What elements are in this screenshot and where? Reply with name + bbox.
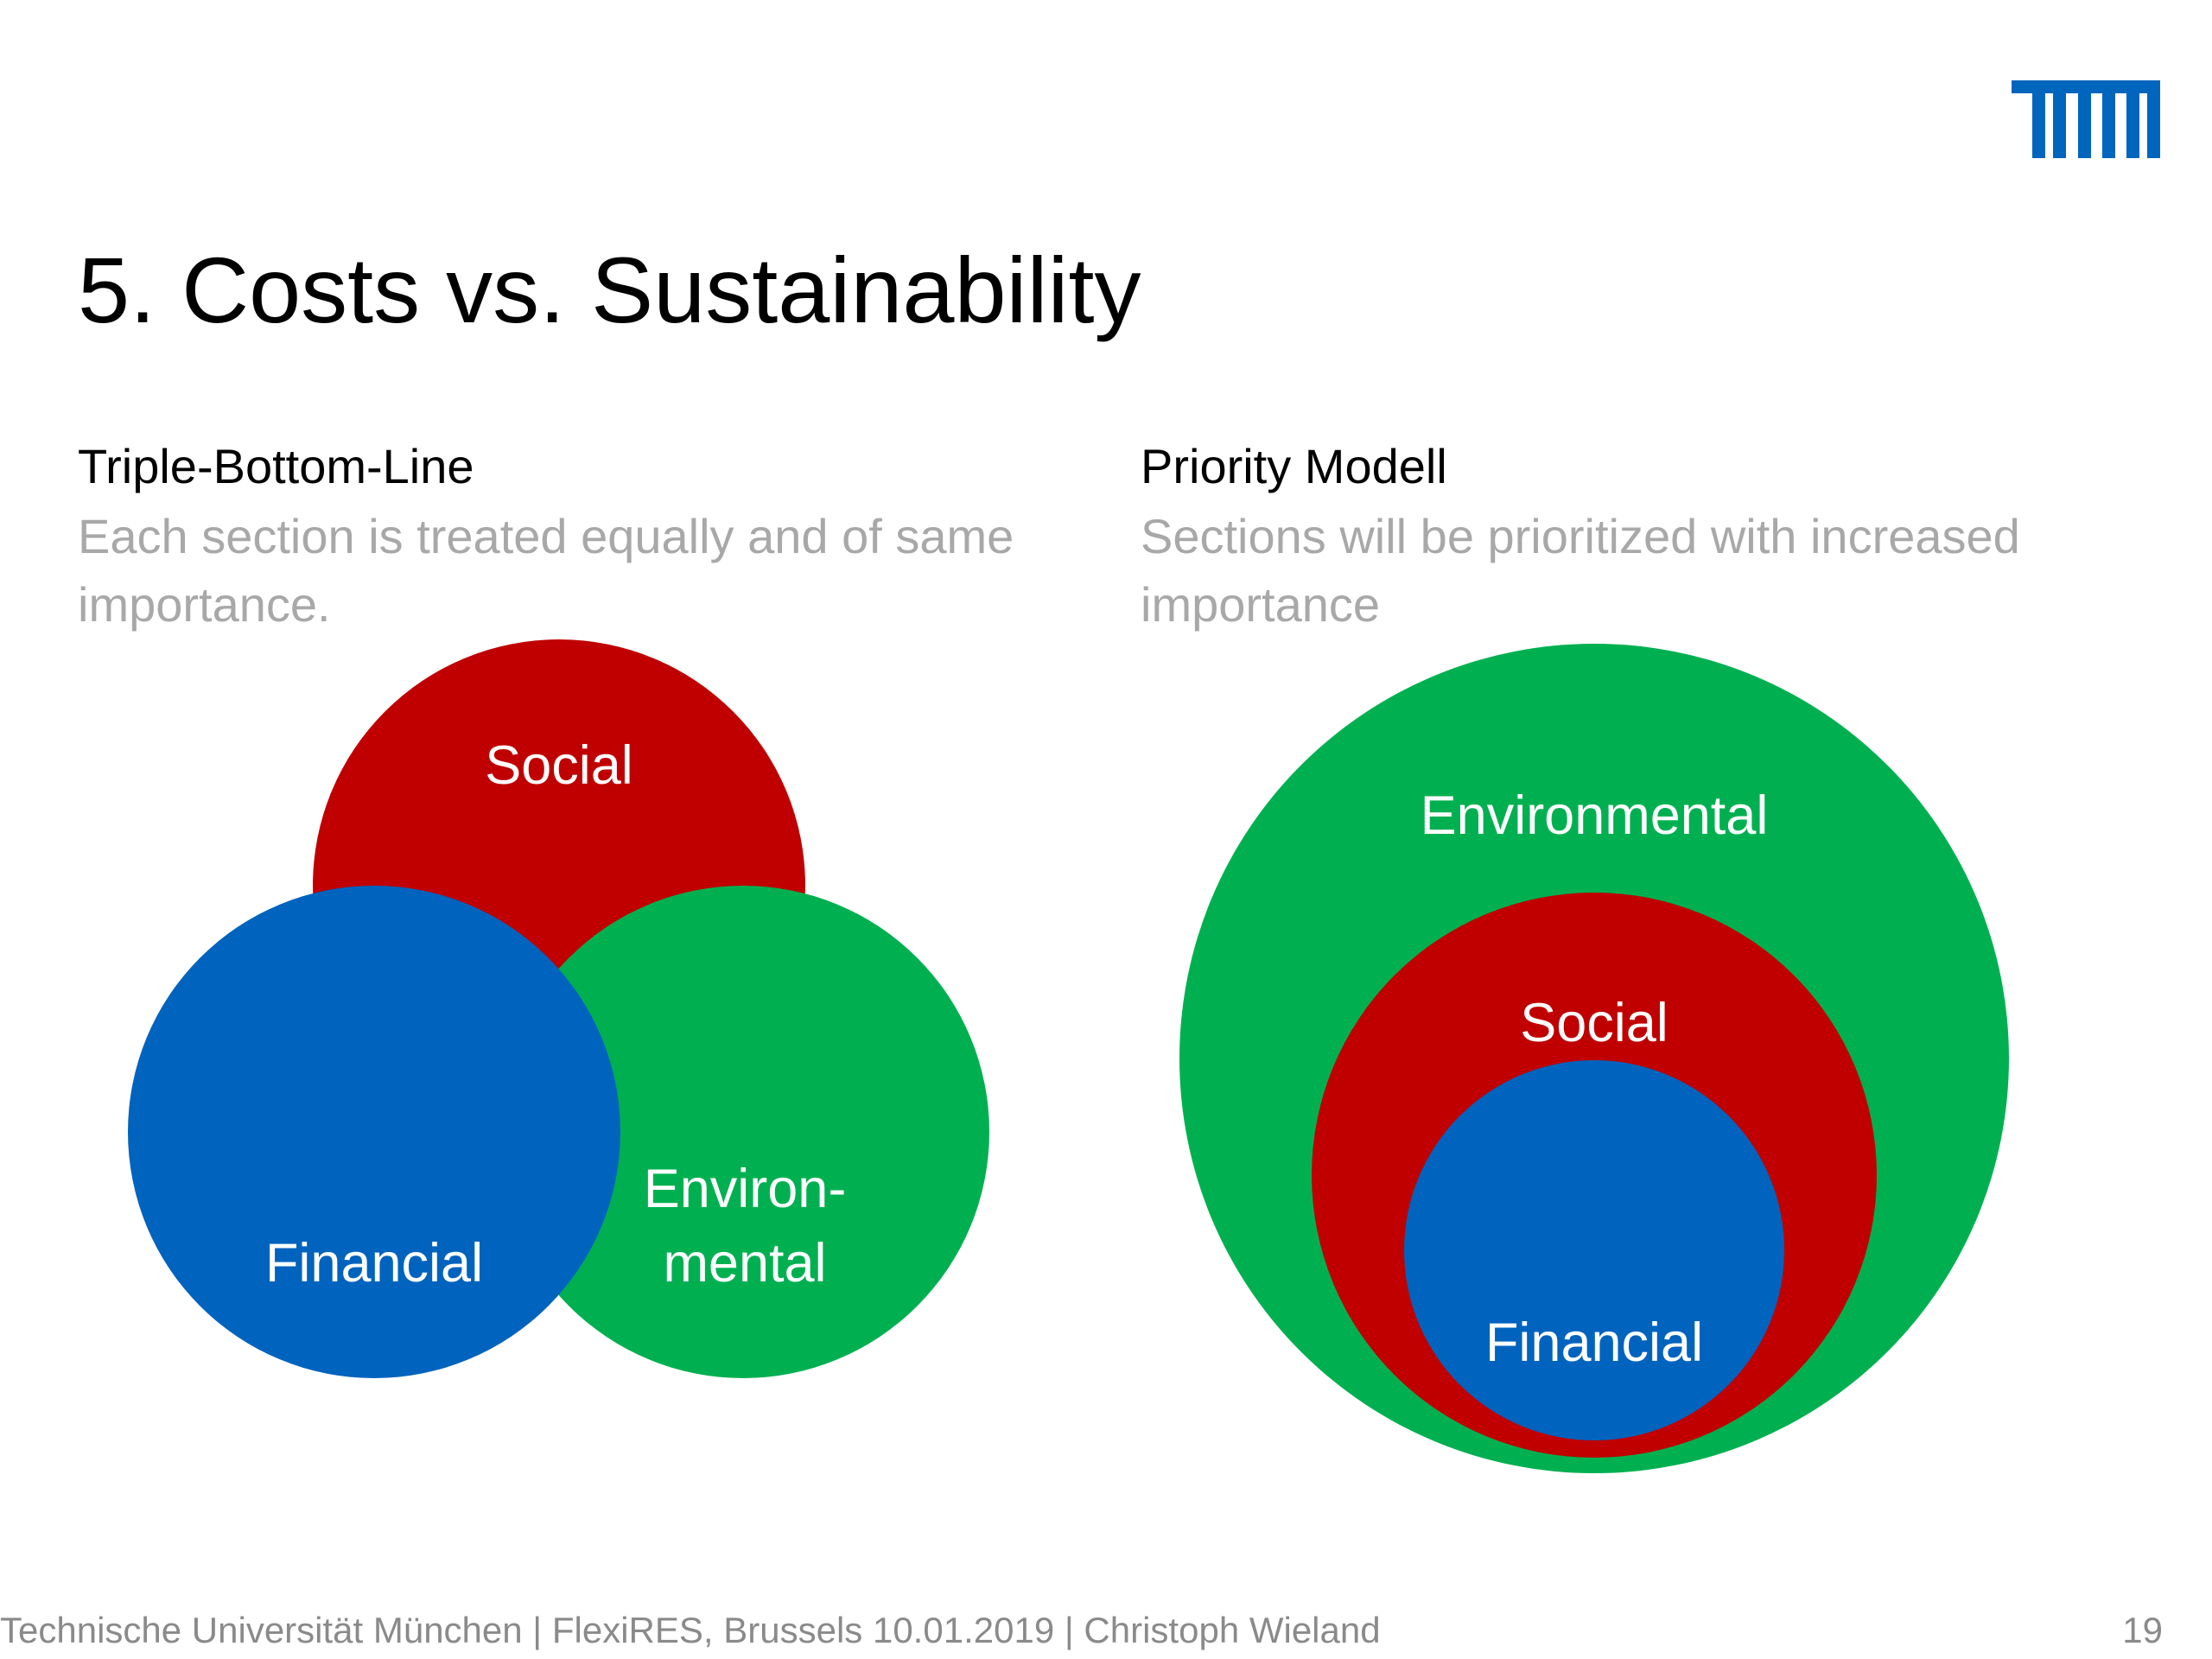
triple-bottom-line-diagram: Social Financial Environ- mental (128, 639, 989, 1378)
triple-bottom-line-heading: Triple-Bottom-Line (78, 439, 474, 493)
environmental-label: Environmental (1421, 785, 1769, 846)
environmental-label-line2: mental (663, 1233, 826, 1294)
social-label: Social (485, 735, 633, 796)
priority-model-description: Sections will be prioritized with increa… (1141, 509, 2020, 632)
footer-text: Technische Universität München | FlexiRE… (0, 1610, 1381, 1650)
financial-label: Financial (265, 1233, 483, 1294)
social-label: Social (1520, 993, 1669, 1053)
priority-model-diagram: Environmental Social Financial (1179, 644, 2009, 1473)
financial-inner-circle (1404, 1060, 1784, 1440)
triple-bottom-line-description: Each section is treated equally and of s… (78, 509, 1014, 632)
tum-logo (2012, 80, 2160, 158)
financial-label: Financial (1485, 1313, 1703, 1373)
financial-circle (128, 886, 620, 1378)
environmental-label-line1: Environ- (644, 1159, 847, 1219)
page-number: 19 (2122, 1610, 2163, 1650)
page-title: 5. Costs vs. Sustainability (78, 238, 1141, 342)
environmental-circle (497, 886, 989, 1378)
priority-model-heading: Priority Modell (1141, 439, 1447, 493)
